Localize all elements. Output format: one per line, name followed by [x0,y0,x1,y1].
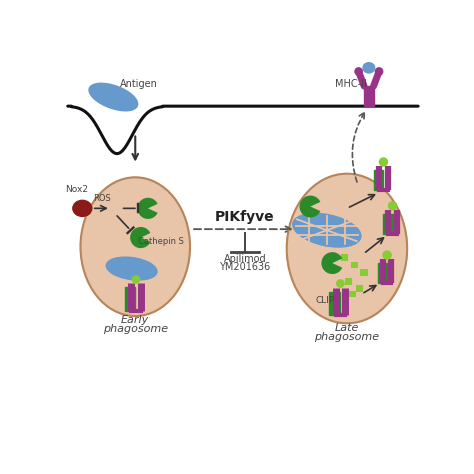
Ellipse shape [73,201,92,216]
Bar [356,285,364,292]
Bar [341,255,348,261]
Bar [383,214,392,234]
Text: MHC-II: MHC-II [335,79,366,89]
Circle shape [355,68,362,75]
Bar [364,86,374,106]
Text: Apilimod: Apilimod [223,254,266,264]
Polygon shape [130,227,150,248]
Text: Cathepin S: Cathepin S [138,237,184,246]
Text: Late: Late [335,323,359,333]
Circle shape [375,68,383,75]
Text: phagosome: phagosome [103,324,168,335]
Text: Antigen: Antigen [120,79,158,89]
Bar [329,292,340,315]
Bar [360,269,368,275]
Bar [125,287,135,310]
Circle shape [383,251,391,259]
Bar [351,262,358,268]
Ellipse shape [363,63,374,73]
Bar [374,170,383,190]
Text: CLIP: CLIP [315,296,335,305]
Circle shape [389,202,397,210]
Ellipse shape [287,173,407,323]
Text: PIKfyve: PIKfyve [215,210,274,224]
Text: Nox2: Nox2 [65,185,88,194]
Polygon shape [137,198,158,219]
Text: Early: Early [121,315,149,325]
Text: ROS: ROS [93,194,111,203]
Ellipse shape [293,213,361,247]
Circle shape [132,276,140,283]
Polygon shape [300,196,320,218]
Polygon shape [321,252,342,274]
Bar [378,263,387,283]
Ellipse shape [89,83,137,111]
Circle shape [379,158,387,166]
Circle shape [337,280,344,287]
Bar [349,291,356,297]
Ellipse shape [81,177,190,316]
Ellipse shape [106,257,157,280]
Bar [345,278,352,284]
Text: YM201636: YM201636 [219,263,270,273]
Text: phagosome: phagosome [314,332,380,342]
